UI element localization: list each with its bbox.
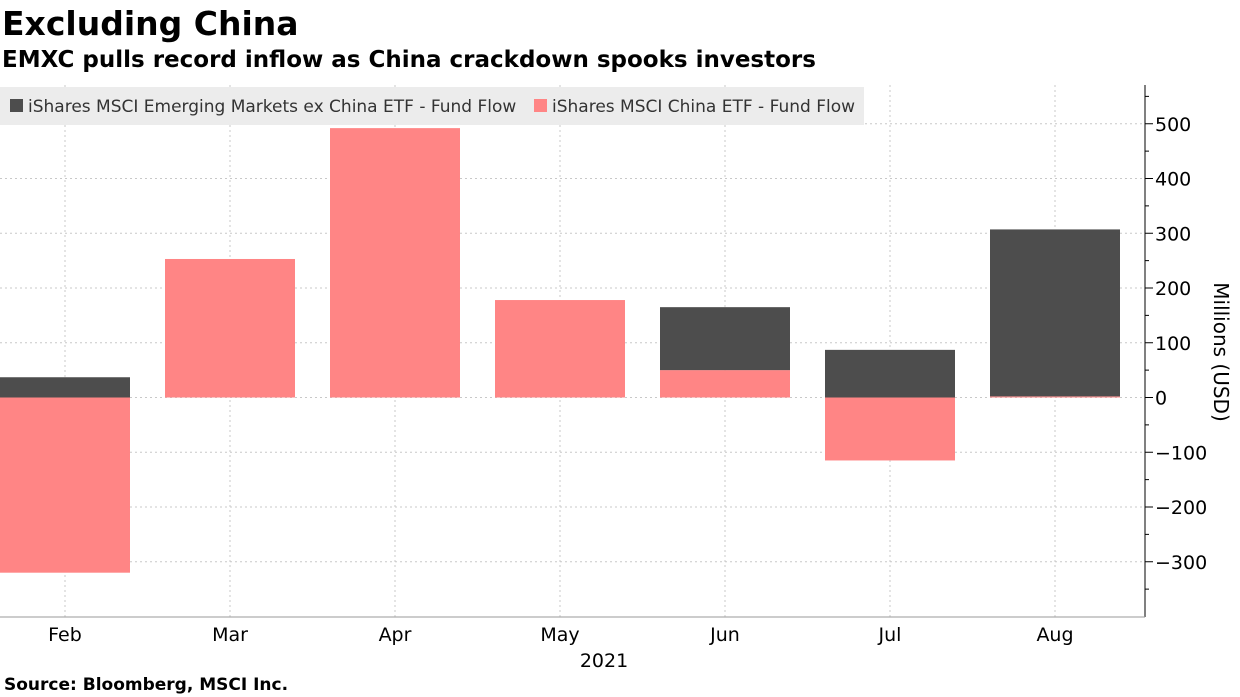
bar-china-jun (660, 370, 790, 398)
chart-title: Excluding China (2, 4, 299, 43)
y-axis: −300 −200 −100 0 100 200 300 400 500 Millions (US… (1144, 85, 1233, 617)
legend-swatch (534, 99, 547, 112)
y-axis-title: Millions (USD) (1209, 282, 1233, 422)
x-tick-label: May (540, 624, 579, 646)
y-tick-label: 0 (1155, 388, 1167, 410)
bar-emxc-jun (660, 307, 790, 371)
legend: iShares MSCI Emerging Markets ex China E… (0, 87, 864, 125)
bar-emxc-feb (0, 377, 130, 398)
bar-emxc-aug (990, 229, 1120, 397)
x-tick-label: Jul (878, 624, 902, 646)
x-axis: Feb Mar Apr May Jun Jul Aug 2021 (0, 616, 1145, 672)
x-tick-label: Mar (212, 624, 248, 646)
x-tick-label: Jun (709, 624, 740, 646)
legend-label: iShares MSCI China ETF - Fund Flow (552, 97, 855, 117)
y-tick-label: 500 (1155, 114, 1191, 136)
bar-china-mar (165, 258, 295, 398)
y-tick-label: −100 (1155, 442, 1207, 464)
x-tick-label: Aug (1036, 624, 1073, 646)
x-tick-label: Feb (48, 624, 82, 646)
y-tick-label: 200 (1155, 278, 1191, 300)
x-tick-label: Apr (379, 624, 412, 646)
y-tick-label: −200 (1155, 497, 1207, 519)
bar-china-aug (990, 396, 1120, 398)
legend-swatch (10, 99, 23, 112)
y-tick-label: 400 (1155, 169, 1191, 191)
bar-emxc-jul (825, 349, 955, 398)
y-tick-label: 300 (1155, 223, 1191, 245)
legend-label: iShares MSCI Emerging Markets ex China E… (28, 97, 516, 117)
x-axis-title: 2021 (580, 650, 628, 672)
bar-china-jul (825, 397, 955, 461)
bar-china-apr (330, 128, 460, 398)
bars (0, 128, 1120, 573)
y-tick-label: −300 (1155, 552, 1207, 574)
chart-subtitle: EMXC pulls record inflow as China crackd… (2, 47, 816, 73)
bar-china-feb (0, 397, 130, 573)
legend-background (0, 87, 864, 125)
source-note: Source: Bloomberg, MSCI Inc. (4, 675, 289, 695)
bar-china-may (495, 300, 625, 398)
y-tick-label: 100 (1155, 333, 1191, 355)
